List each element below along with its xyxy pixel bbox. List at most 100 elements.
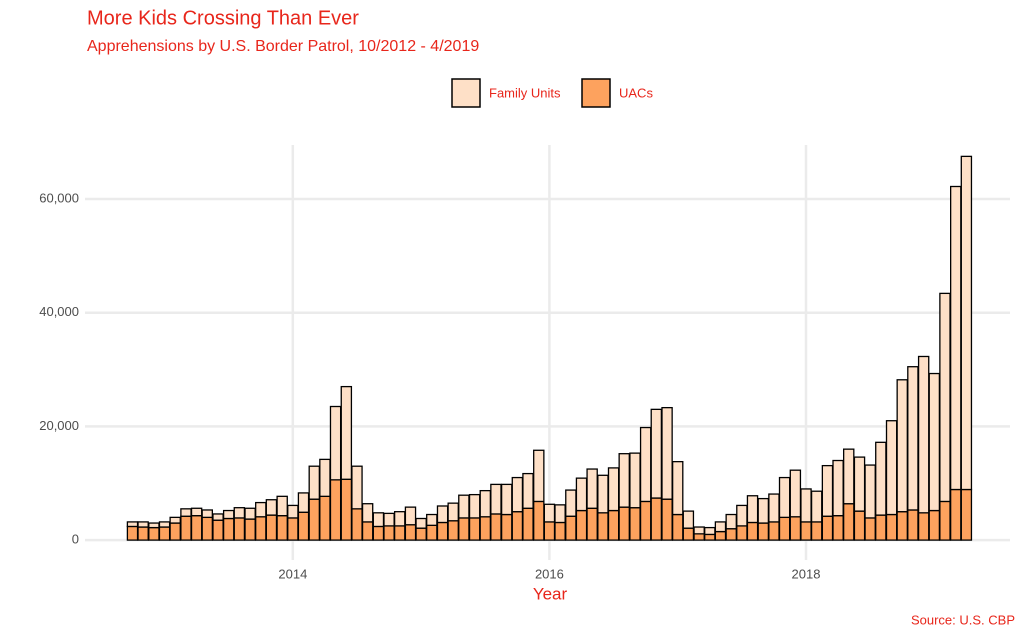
bar-segment [800,488,812,523]
bar-segment [319,458,331,497]
bar-segment [714,521,727,533]
bar-segment [222,517,235,541]
bar-segment [896,379,908,513]
bar-segment [265,499,278,516]
y-tick-label: 0 [72,532,79,547]
bar-segment [340,385,353,480]
bar-segment [597,474,609,514]
bar-segment [500,483,513,516]
bar-segment [436,521,449,541]
bar-segment [319,495,331,541]
bar-segment [875,514,887,541]
bar-segment [778,516,791,541]
bar-segment [447,520,459,541]
bar-segment [565,489,577,517]
bar-segment [671,461,684,516]
legend: Family Units UACs [451,78,653,108]
bar-segment [661,406,673,500]
bars [126,155,973,541]
bar-segment [415,517,427,529]
bar-segment [233,517,246,541]
bar-segment [490,483,502,515]
x-tick-label: 2014 [278,566,307,581]
bar-segment [725,513,737,530]
x-tick-label: 2018 [792,566,821,581]
bar-segment [746,521,759,541]
bar-segment [222,509,235,520]
bar-segment [543,521,556,541]
bar-segment [148,526,160,541]
bar-segment [255,501,267,518]
bar-segment [329,405,342,481]
bar-segment [864,517,876,541]
bar-segment [511,511,524,541]
y-tick-label: 60,000 [39,190,79,205]
bar-segment [704,526,716,536]
bar-segment [522,507,534,541]
bar-segment [736,525,748,541]
bar-segment [308,498,320,541]
bar-segment [533,449,545,503]
bar-segment [586,507,598,541]
grid: 0 20,000 40,000 60,000 2014 2016 2018 [39,145,1010,581]
bar-segment [287,504,299,519]
bar-segment [180,515,192,541]
bar-segment [415,527,427,541]
bar-segment [212,513,224,521]
bar-segment [244,518,256,541]
bar-segment [629,507,641,541]
bar-segment [864,464,876,519]
y-tick-label: 20,000 [39,418,79,433]
bar-segment [361,521,374,541]
bar-segment [244,507,256,520]
bar-segment [597,512,609,541]
bar-segment [276,495,288,517]
bar-segment [372,525,385,541]
bar-segment [340,478,353,541]
bar-segment [950,185,962,491]
bar-segment [661,498,673,541]
bar-segment [201,516,213,541]
bar-segment [917,512,930,541]
bar-segment [843,448,855,505]
bar-segment [436,505,449,524]
bar-segment [896,511,908,541]
bar-segment [810,490,823,523]
bar-segment [297,511,310,541]
bar-segment [468,517,481,541]
bar-segment [629,452,641,509]
bar-segment [158,521,171,528]
bar-segment [383,512,395,527]
bar-segment [618,453,630,508]
bar-segment [490,513,502,541]
bar-segment [426,524,438,541]
bar-segment [821,464,834,517]
bar-segment [682,510,695,529]
bar-segment [565,515,577,541]
bar-segment [533,500,545,541]
bar-segment [276,515,288,541]
bar-segment [800,521,812,541]
bar-segment [885,513,898,541]
bar-segment [586,468,598,509]
bar-segment [287,517,299,541]
y-tick-label: 40,000 [39,304,79,319]
bar-segment [704,533,716,541]
bar-segment [126,521,139,528]
bar-segment [746,495,759,524]
bar-segment [607,509,620,541]
bar-segment [650,408,663,499]
bar-segment [789,469,802,518]
bar-segment [832,459,844,517]
bar-segment [607,467,620,512]
bar-segment [757,522,770,541]
bar-segment [928,372,941,512]
source-note: Source: U.S. CBP [911,612,1015,627]
bar-segment [843,503,855,541]
chart-title: More Kids Crossing Than Ever [87,7,359,29]
bar-segment [479,489,492,518]
bar-segment [960,155,973,491]
bar-segment [458,494,470,519]
bar-segment [907,509,919,541]
